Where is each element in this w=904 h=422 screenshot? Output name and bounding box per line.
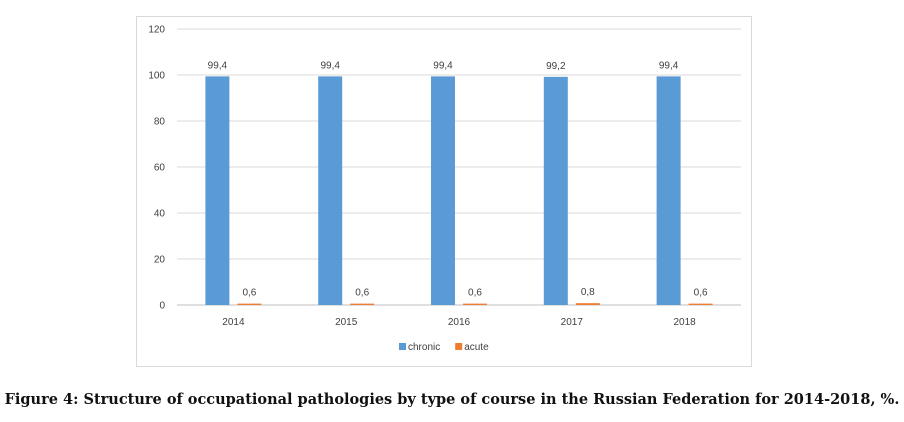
acute-bar — [350, 303, 375, 305]
bar-chart: 0 20 40 60 80 100 120 99,4 0,6 2014 99,4 0,6 2015 99,… — [148, 25, 741, 353]
acute-bar — [688, 303, 713, 305]
x-tick-label: 2016 — [448, 317, 471, 328]
y-tick-label: 0 — [159, 301, 165, 312]
acute-legend-label: acute — [464, 342, 489, 353]
x-tick-label: 2018 — [673, 317, 696, 328]
y-tick-label: 80 — [154, 117, 166, 128]
chart-frame: 0 20 40 60 80 100 120 99,4 0,6 2014 99,4 0,6 2015 99,… — [136, 16, 752, 367]
acute-bar — [463, 303, 487, 305]
chronic-bar — [318, 76, 343, 305]
acute-data-label: 0,6 — [468, 288, 482, 299]
x-tick-label: 2015 — [335, 317, 358, 328]
acute-bar — [575, 303, 600, 305]
x-tick-label: 2017 — [561, 317, 584, 328]
y-tick-label: 40 — [154, 209, 166, 220]
chronic-bar — [205, 76, 230, 305]
chronic-bar — [656, 76, 681, 305]
y-tick-label: 100 — [148, 71, 165, 82]
acute-data-label: 0,6 — [242, 288, 256, 299]
chronic-data-label: 99,4 — [433, 60, 453, 71]
acute-data-label: 0,8 — [581, 287, 595, 298]
acute-legend-swatch — [455, 343, 463, 350]
y-tick-label: 20 — [154, 255, 166, 266]
chronic-legend-label: chronic — [408, 342, 440, 353]
chronic-data-label: 99,4 — [320, 60, 340, 71]
acute-data-label: 0,6 — [694, 288, 708, 299]
acute-bar — [237, 303, 262, 305]
chronic-bar — [431, 76, 455, 305]
chronic-bar — [543, 76, 568, 305]
figure-caption: Figure 4: Structure of occupational path… — [4, 391, 900, 408]
chronic-data-label: 99,4 — [208, 60, 228, 71]
y-tick-label: 60 — [154, 163, 166, 174]
chronic-legend-swatch — [399, 343, 406, 350]
y-tick-label: 120 — [148, 25, 165, 36]
x-tick-label: 2014 — [222, 317, 245, 328]
acute-data-label: 0,6 — [355, 288, 369, 299]
chronic-data-label: 99,4 — [659, 60, 679, 71]
chronic-data-label: 99,2 — [546, 61, 566, 72]
